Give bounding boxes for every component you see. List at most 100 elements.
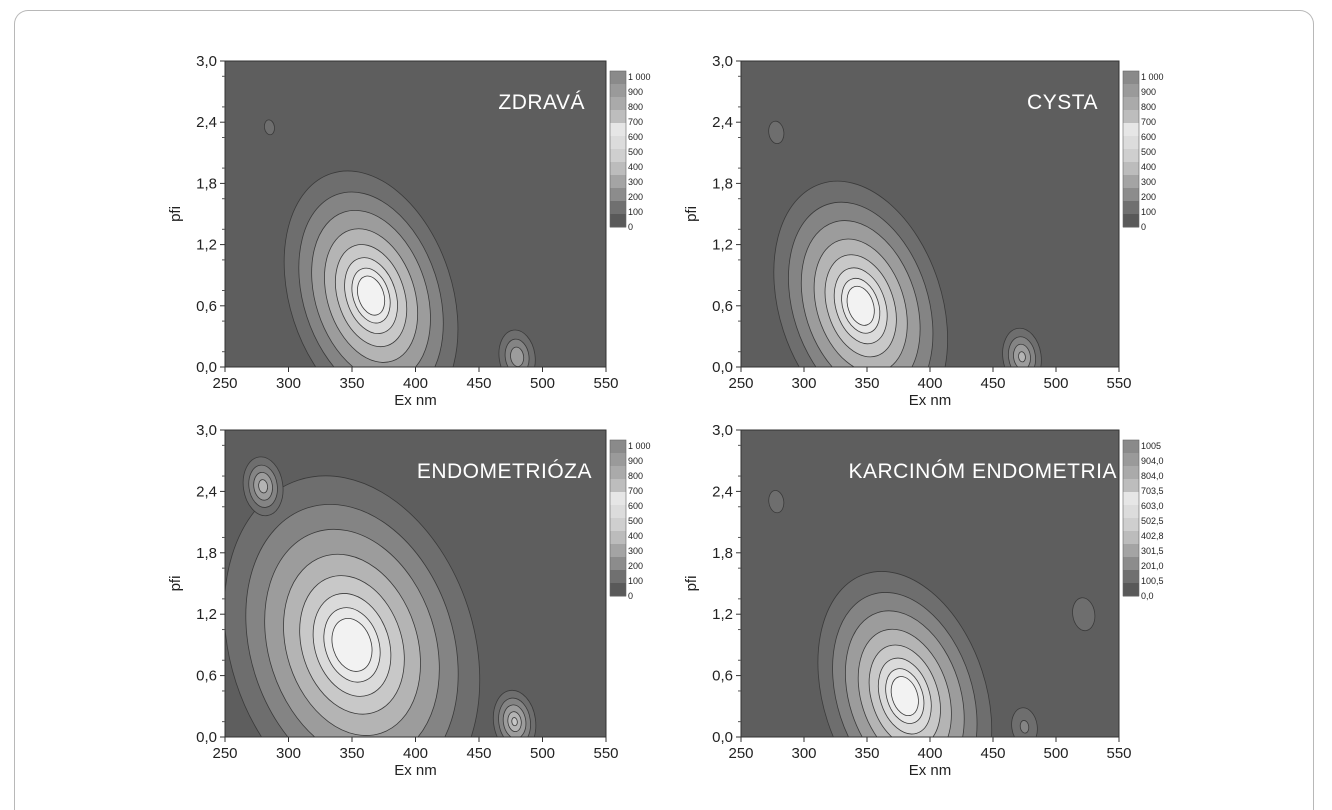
contour-peak-4	[1072, 597, 1096, 632]
colorbar-segment	[610, 84, 626, 98]
x-tick-label: 300	[276, 375, 301, 392]
colorbar-segment	[1123, 188, 1139, 202]
x-tick-label: 350	[339, 745, 364, 762]
x-tick-label: 400	[917, 375, 942, 392]
colorbar-label: 600	[628, 132, 643, 142]
colorbar-segment	[1123, 149, 1139, 163]
contour-level	[846, 285, 875, 326]
colorbar-label: 300	[628, 546, 643, 556]
colorbar-label: 900	[628, 87, 643, 97]
colorbar-segment	[1123, 201, 1139, 215]
x-tick-label: 350	[339, 375, 364, 392]
colorbar-label: 502,5	[1141, 516, 1164, 526]
contour-peak-1	[773, 180, 948, 367]
y-axis-label: pfi	[167, 576, 184, 592]
y-axis-label: pfi	[683, 576, 700, 592]
y-tick-label: 2,4	[712, 114, 733, 131]
x-tick-label: 450	[466, 745, 491, 762]
panel-title: CYSTA	[1027, 91, 1098, 114]
contour-peak-2	[242, 456, 284, 517]
colorbar-label: 200	[1141, 192, 1156, 202]
y-tick-label: 1,2	[196, 606, 217, 623]
colorbar-segment	[1123, 214, 1139, 228]
contour-level	[510, 346, 525, 367]
y-axis-label: pfi	[683, 206, 700, 222]
colorbar-segment	[1123, 162, 1139, 176]
colorbar-segment	[1123, 453, 1139, 467]
colorbar-label: 800	[628, 471, 643, 481]
y-axis-label: pfi	[167, 206, 184, 222]
colorbar-segment	[1123, 84, 1139, 98]
colorbar-segment	[610, 557, 626, 571]
colorbar: 1005 904,0 804,0 703,5 603,0 502,5 402,8 301,5 2…	[1122, 439, 1164, 601]
colorbar-label: 700	[628, 486, 643, 496]
panel-endometrioza: 250 300 350 400 450 500 550 0,0 0,6 1,2 1,8 2,4 3,0 E…	[167, 422, 651, 779]
colorbar-label: 301,5	[1141, 546, 1164, 556]
y-tick-label: 1,8	[196, 545, 217, 562]
colorbar-label: 200	[628, 561, 643, 571]
colorbar-segment	[610, 479, 626, 493]
colorbar-segment	[610, 583, 626, 597]
colorbar-label: 800	[1141, 102, 1156, 112]
colorbar-segment	[610, 201, 626, 215]
colorbar-segment	[1123, 440, 1139, 454]
colorbar-label: 500	[628, 147, 643, 157]
panel-title: ENDOMETRIÓZA	[417, 460, 592, 483]
y-tick-label: 1,8	[712, 175, 733, 192]
colorbar-frame	[1122, 70, 1140, 228]
panel-title: ZDRAVÁ	[498, 91, 585, 114]
figure-frame	[14, 10, 1314, 810]
colorbar-segment	[1123, 123, 1139, 137]
colorbar-segment	[1123, 518, 1139, 532]
colorbar-segment	[610, 492, 626, 506]
y-tick-label: 1,8	[196, 175, 217, 192]
y-tick-label: 2,4	[196, 483, 217, 500]
colorbar-segment	[610, 531, 626, 545]
colorbar-label: 100,5	[1141, 576, 1164, 586]
x-tick-label: 350	[854, 745, 879, 762]
y-tick-label: 3,0	[196, 53, 217, 70]
colorbar-label: 300	[1141, 177, 1156, 187]
colorbar-segment	[1123, 583, 1139, 597]
x-tick-label: 450	[466, 375, 491, 392]
x-tick-label: 400	[917, 745, 942, 762]
x-tick-label: 550	[1106, 375, 1131, 392]
colorbar-label: 1 000	[1141, 72, 1164, 82]
colorbar-label: 201,0	[1141, 561, 1164, 571]
y-tick-label: 2,4	[712, 483, 733, 500]
colorbar-segment	[1123, 570, 1139, 584]
x-tick-label: 250	[728, 375, 753, 392]
colorbar-label: 0	[628, 591, 633, 601]
x-tick-label: 300	[791, 375, 816, 392]
panel-cysta: 250 300 350 400 450 500 550 0,0 0,6 1,2 1,8 2,4 3,0 E…	[683, 53, 1164, 409]
x-tick-label: 250	[212, 375, 237, 392]
colorbar-segment	[1123, 175, 1139, 189]
contour-peak-2	[263, 119, 275, 136]
colorbar-label: 1 000	[628, 441, 651, 451]
colorbar-segment	[1123, 97, 1139, 111]
y-tick-label: 0,6	[712, 298, 733, 315]
x-tick-label: 550	[593, 375, 618, 392]
colorbar-label: 904,0	[1141, 456, 1164, 466]
x-tick-label: 450	[980, 375, 1005, 392]
x-tick-label: 400	[403, 745, 428, 762]
colorbar-frame	[609, 70, 627, 228]
colorbar-segment	[610, 110, 626, 124]
y-tick-label: 0,6	[196, 668, 217, 685]
y-tick-label: 0,0	[712, 359, 733, 376]
x-tick-label: 500	[1043, 375, 1068, 392]
colorbar-label: 200	[628, 192, 643, 202]
colorbar-label: 800	[628, 102, 643, 112]
contour-level	[768, 490, 785, 514]
colorbar-label: 700	[628, 117, 643, 127]
contour-level	[1018, 351, 1026, 363]
colorbar-segment	[1123, 136, 1139, 150]
contour-level	[768, 120, 785, 145]
x-tick-label: 500	[530, 375, 555, 392]
colorbar-label: 0,0	[1141, 591, 1154, 601]
y-tick-label: 0,0	[196, 729, 217, 746]
x-tick-label: 300	[791, 745, 816, 762]
colorbar-label: 1005	[1141, 441, 1161, 451]
